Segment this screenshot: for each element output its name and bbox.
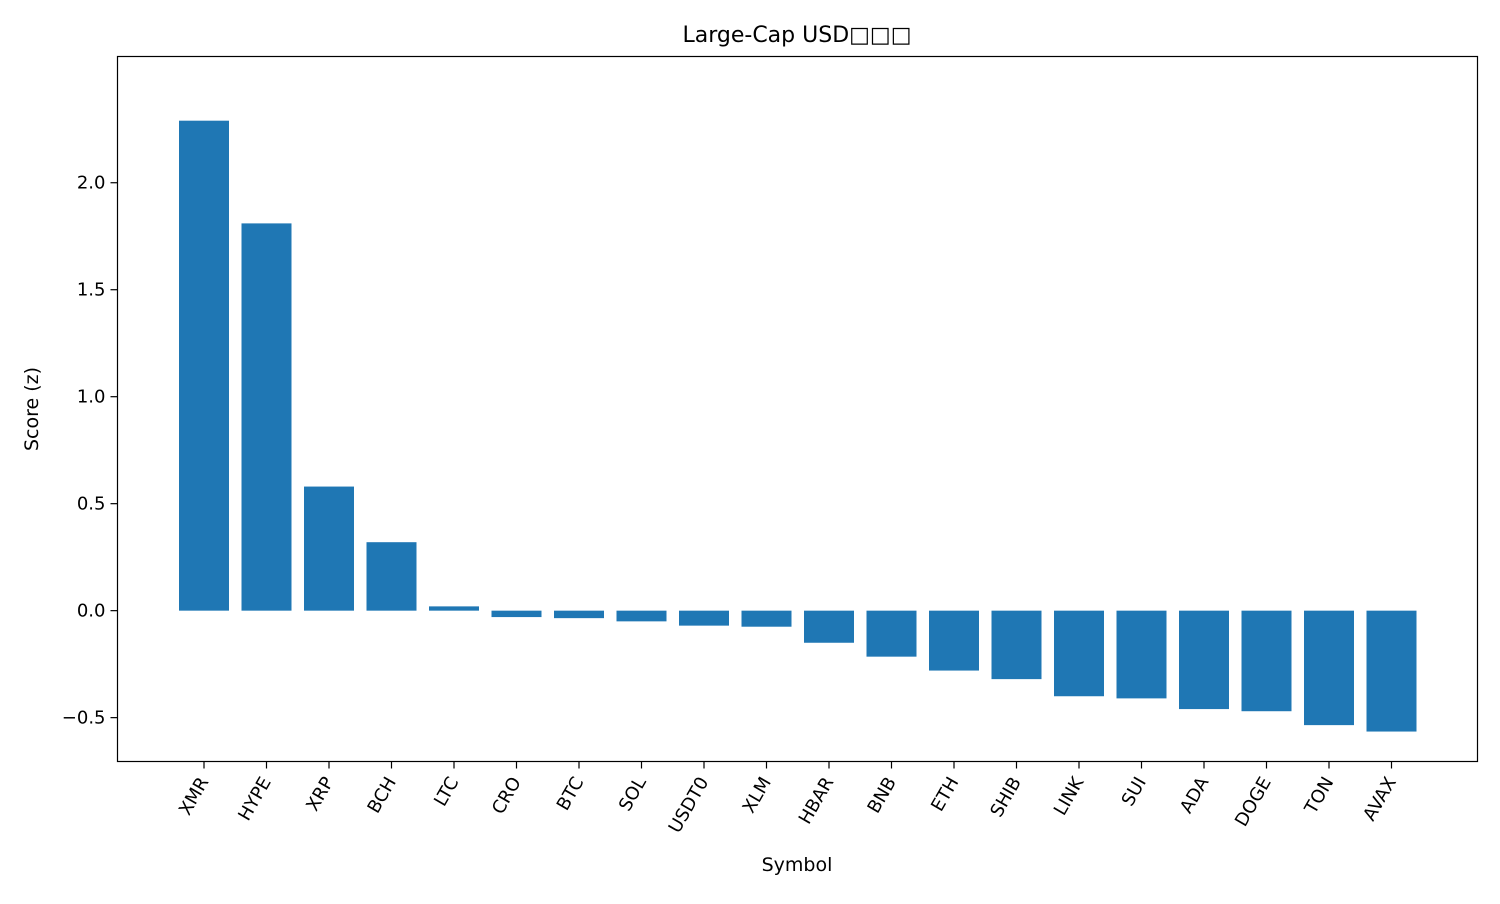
bar-cro: [491, 610, 542, 618]
bar-xrp: [304, 486, 354, 611]
bar-bnb: [866, 610, 917, 657]
bar-btc: [554, 610, 604, 619]
x-axis-label: Symbol: [762, 854, 833, 876]
y-tick-label: −0.5: [62, 708, 106, 729]
bar-doge: [1241, 610, 1292, 712]
bar-ton: [1304, 610, 1354, 726]
bar-shib: [991, 610, 1042, 680]
chart-title: Large-Cap USD□□□: [682, 23, 911, 48]
plot-frame: [116, 55, 1479, 763]
y-tick-label: 0.0: [77, 601, 106, 622]
bar-sui: [1116, 610, 1167, 699]
bar-ltc: [429, 606, 479, 611]
bar-sol: [616, 610, 667, 622]
y-tick-label: 2.0: [77, 173, 106, 194]
bar-eth: [929, 610, 979, 671]
y-axis-label: Score (z): [21, 367, 43, 451]
bar-hype: [241, 223, 292, 611]
bar-xmr: [179, 120, 229, 611]
bar-avax: [1366, 610, 1417, 732]
bars-layer: [179, 120, 1417, 732]
y-axis-ticks: −0.5 0.0 0.5 1.0 1.5 2.0: [62, 173, 118, 729]
bar-usdt0: [679, 610, 729, 626]
bar-xlm: [741, 610, 792, 627]
y-tick-label: 0.5: [77, 494, 106, 515]
y-tick-label: 1.0: [77, 387, 106, 408]
bar-hbar: [804, 610, 854, 643]
bar-bch: [366, 542, 417, 611]
bar-link: [1054, 610, 1104, 697]
y-tick-label: 1.5: [77, 280, 106, 301]
bar-ada: [1179, 610, 1229, 710]
